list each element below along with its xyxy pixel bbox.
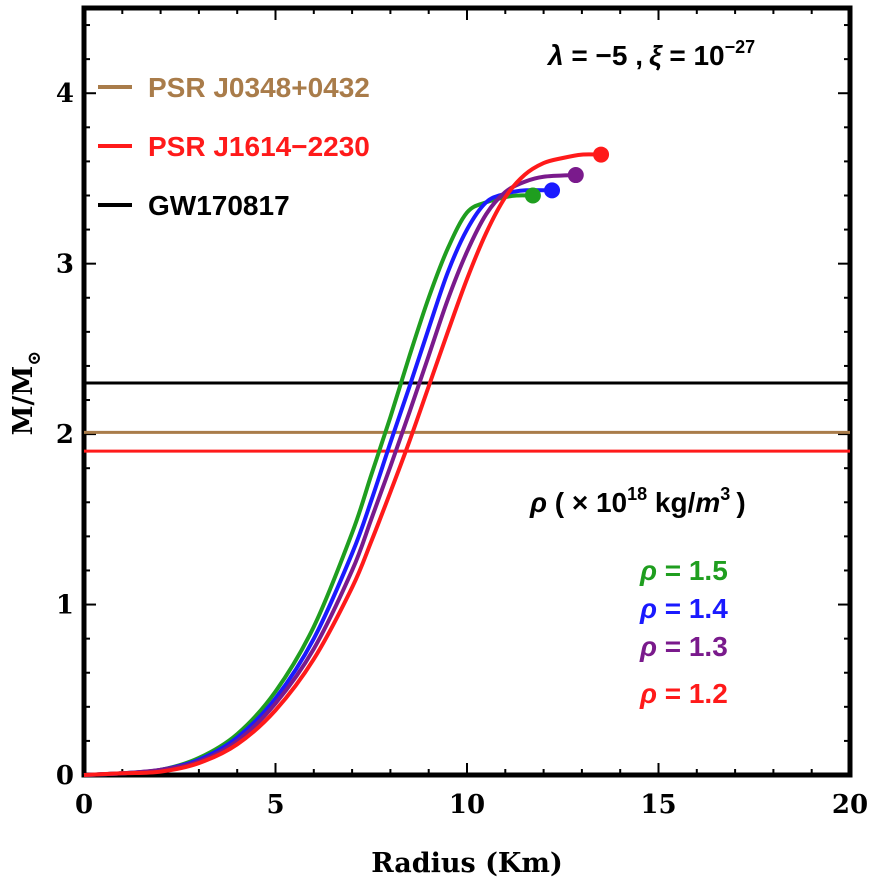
reference-lines — [84, 381, 850, 453]
density-title: ρ ( × 1018 kg/m3) — [529, 484, 746, 518]
density-prefix: ( × 10 — [547, 487, 627, 518]
series-legend: ρ = 1.5 ρ = 1.4 ρ = 1.3 ρ = 1.2 — [639, 555, 728, 709]
y-tick-label: 0 — [56, 761, 74, 791]
density-unit: kg/ — [647, 487, 695, 518]
y-tick-label: 4 — [56, 79, 74, 109]
y-axis-title-main: M/M — [8, 366, 39, 436]
xi-value: = 10 — [662, 40, 725, 71]
x-tick-label: 15 — [640, 790, 676, 820]
series-line — [83, 188, 553, 777]
series-line — [83, 173, 576, 777]
x-tick-label: 10 — [449, 790, 485, 820]
y-axis-title-sub: ⊙ — [24, 351, 45, 366]
series-label-1-3-rho: ρ — [639, 631, 657, 662]
series-label-1-5: ρ = 1.5 — [639, 555, 728, 586]
y-tick-label: 1 — [56, 591, 74, 621]
y-tick-label: 2 — [56, 420, 74, 450]
plot-frame — [81, 5, 853, 778]
series-label-1-2-value: = 1.2 — [657, 678, 728, 709]
xi-exponent: −27 — [725, 37, 756, 57]
x-tick-label: 0 — [75, 790, 93, 820]
lambda-symbol: λ — [546, 40, 564, 71]
series-label-1-2-rho: ρ — [639, 678, 657, 709]
series-endpoint-marker — [567, 167, 584, 184]
y-axis-title: M/M⊙ — [8, 351, 45, 436]
series-label-1-5-rho: ρ — [639, 555, 657, 586]
x-tick-label: 5 — [266, 790, 284, 820]
series-label-1-2: ρ = 1.2 — [639, 678, 728, 709]
density-rho-symbol: ρ — [529, 487, 547, 518]
series-label-1-4-rho: ρ — [639, 593, 657, 624]
density-unit-exp: 3 — [720, 484, 730, 504]
parameter-annotation: λ = −5 ,ξ = 10−27 — [546, 37, 755, 71]
reference-legend: PSR J0348+0432 PSR J1614−2230 GW170817 — [98, 72, 370, 221]
legend-label-psr-j0348: PSR J0348+0432 — [148, 72, 370, 103]
series-label-1-3-value: = 1.3 — [657, 631, 728, 662]
legend-label-psr-j1614: PSR J1614−2230 — [148, 131, 370, 162]
series-endpoint-marker — [544, 182, 561, 199]
series-label-1-4: ρ = 1.4 — [639, 593, 728, 624]
x-axis-title: Radius (Km) — [371, 848, 563, 879]
density-unit-m: m — [695, 487, 720, 518]
density-suffix: ) — [736, 487, 745, 518]
legend-label-gw170817: GW170817 — [148, 190, 290, 221]
series-label-1-3: ρ = 1.3 — [639, 631, 728, 662]
lambda-value: = −5 , — [564, 40, 643, 71]
series-label-1-4-value: = 1.4 — [657, 593, 728, 624]
series-line — [83, 152, 602, 777]
series-endpoint-marker — [524, 187, 541, 204]
series-label-1-5-value: = 1.5 — [657, 555, 728, 586]
xi-symbol: ξ — [649, 40, 663, 71]
x-tick-label: 20 — [832, 790, 868, 820]
y-tick-label: 3 — [56, 250, 74, 280]
axis-ticks — [83, 8, 851, 776]
axis-tick-labels: 0 5 10 15 20 0 1 2 3 4 — [56, 79, 868, 820]
mass-radius-curves — [83, 146, 610, 777]
density-exponent: 18 — [627, 484, 647, 504]
series-endpoint-marker — [593, 146, 610, 163]
